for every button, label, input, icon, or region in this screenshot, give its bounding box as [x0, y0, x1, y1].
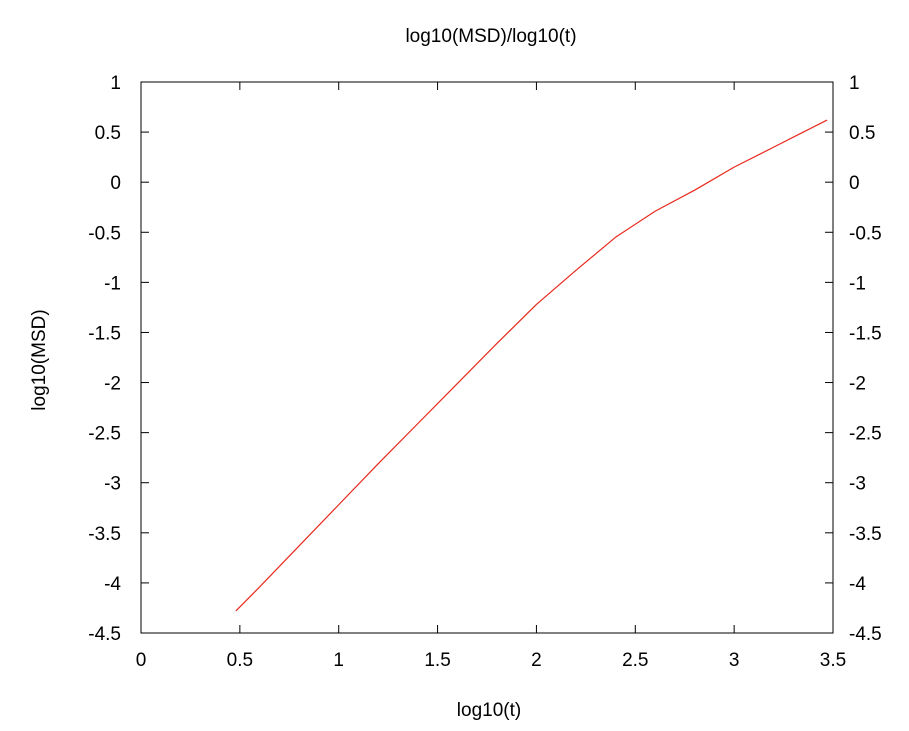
chart-title: log10(MSD)/log10(t) — [405, 26, 576, 47]
x-tick-label: 1 — [333, 650, 344, 671]
x-tick-label: 2 — [531, 650, 542, 671]
y-tick-label-right: -1 — [849, 273, 866, 294]
y-tick-label-left: -3.5 — [88, 524, 121, 545]
y-tick-label-left: 1 — [110, 73, 121, 94]
y-axis-label: log10(MSD) — [29, 309, 50, 410]
x-tick-label: 3 — [729, 650, 740, 671]
plot-frame — [140, 81, 834, 634]
y-tick-label-left: -3 — [104, 474, 121, 495]
x-tick-label: 1.5 — [424, 650, 450, 671]
x-tick-label: 0 — [136, 650, 147, 671]
y-tick-label-right: -2 — [849, 374, 866, 395]
y-tick-label-right: -3.5 — [849, 524, 882, 545]
y-tick-label-left: -4.5 — [88, 624, 121, 645]
y-axis-ticks: 1 1 0.5 0.5 0 0 -0.5 -0.5 -1 -1 -1.5 -1.5 -2 -2 -2.5 -2… — [88, 73, 882, 645]
y-tick-label-right: -3 — [849, 474, 866, 495]
y-tick-label-right: 1 — [849, 73, 860, 94]
y-tick-label-right: 0.5 — [849, 123, 875, 144]
x-axis-ticks: 0 0.5 1 1.5 2 2.5 3 3.5 — [136, 82, 846, 671]
series-layer — [235, 119, 828, 612]
y-tick-label-left: 0.5 — [95, 123, 121, 144]
y-tick-label-right: -4.5 — [849, 624, 882, 645]
x-axis-label: log10(t) — [457, 700, 521, 721]
y-tick-label-left: -1 — [104, 273, 121, 294]
y-tick-label-right: 0 — [849, 173, 860, 194]
y-tick-label-left: -2 — [104, 374, 121, 395]
y-tick-label-left: -0.5 — [88, 223, 121, 244]
y-tick-label-left: -4 — [104, 574, 121, 595]
y-tick-label-right: -1.5 — [849, 323, 882, 344]
y-tick-label-right: -4 — [849, 574, 866, 595]
y-tick-label-left: 0 — [110, 173, 121, 194]
y-tick-label-left: -2.5 — [88, 424, 121, 445]
y-tick-label-right: -2.5 — [849, 424, 882, 445]
y-tick-label-left: -1.5 — [88, 323, 121, 344]
y-tick-label-right: -0.5 — [849, 223, 882, 244]
x-tick-label: 2.5 — [622, 650, 648, 671]
x-tick-label: 3.5 — [820, 650, 846, 671]
x-tick-label: 0.5 — [227, 650, 253, 671]
series-line — [235, 119, 828, 612]
